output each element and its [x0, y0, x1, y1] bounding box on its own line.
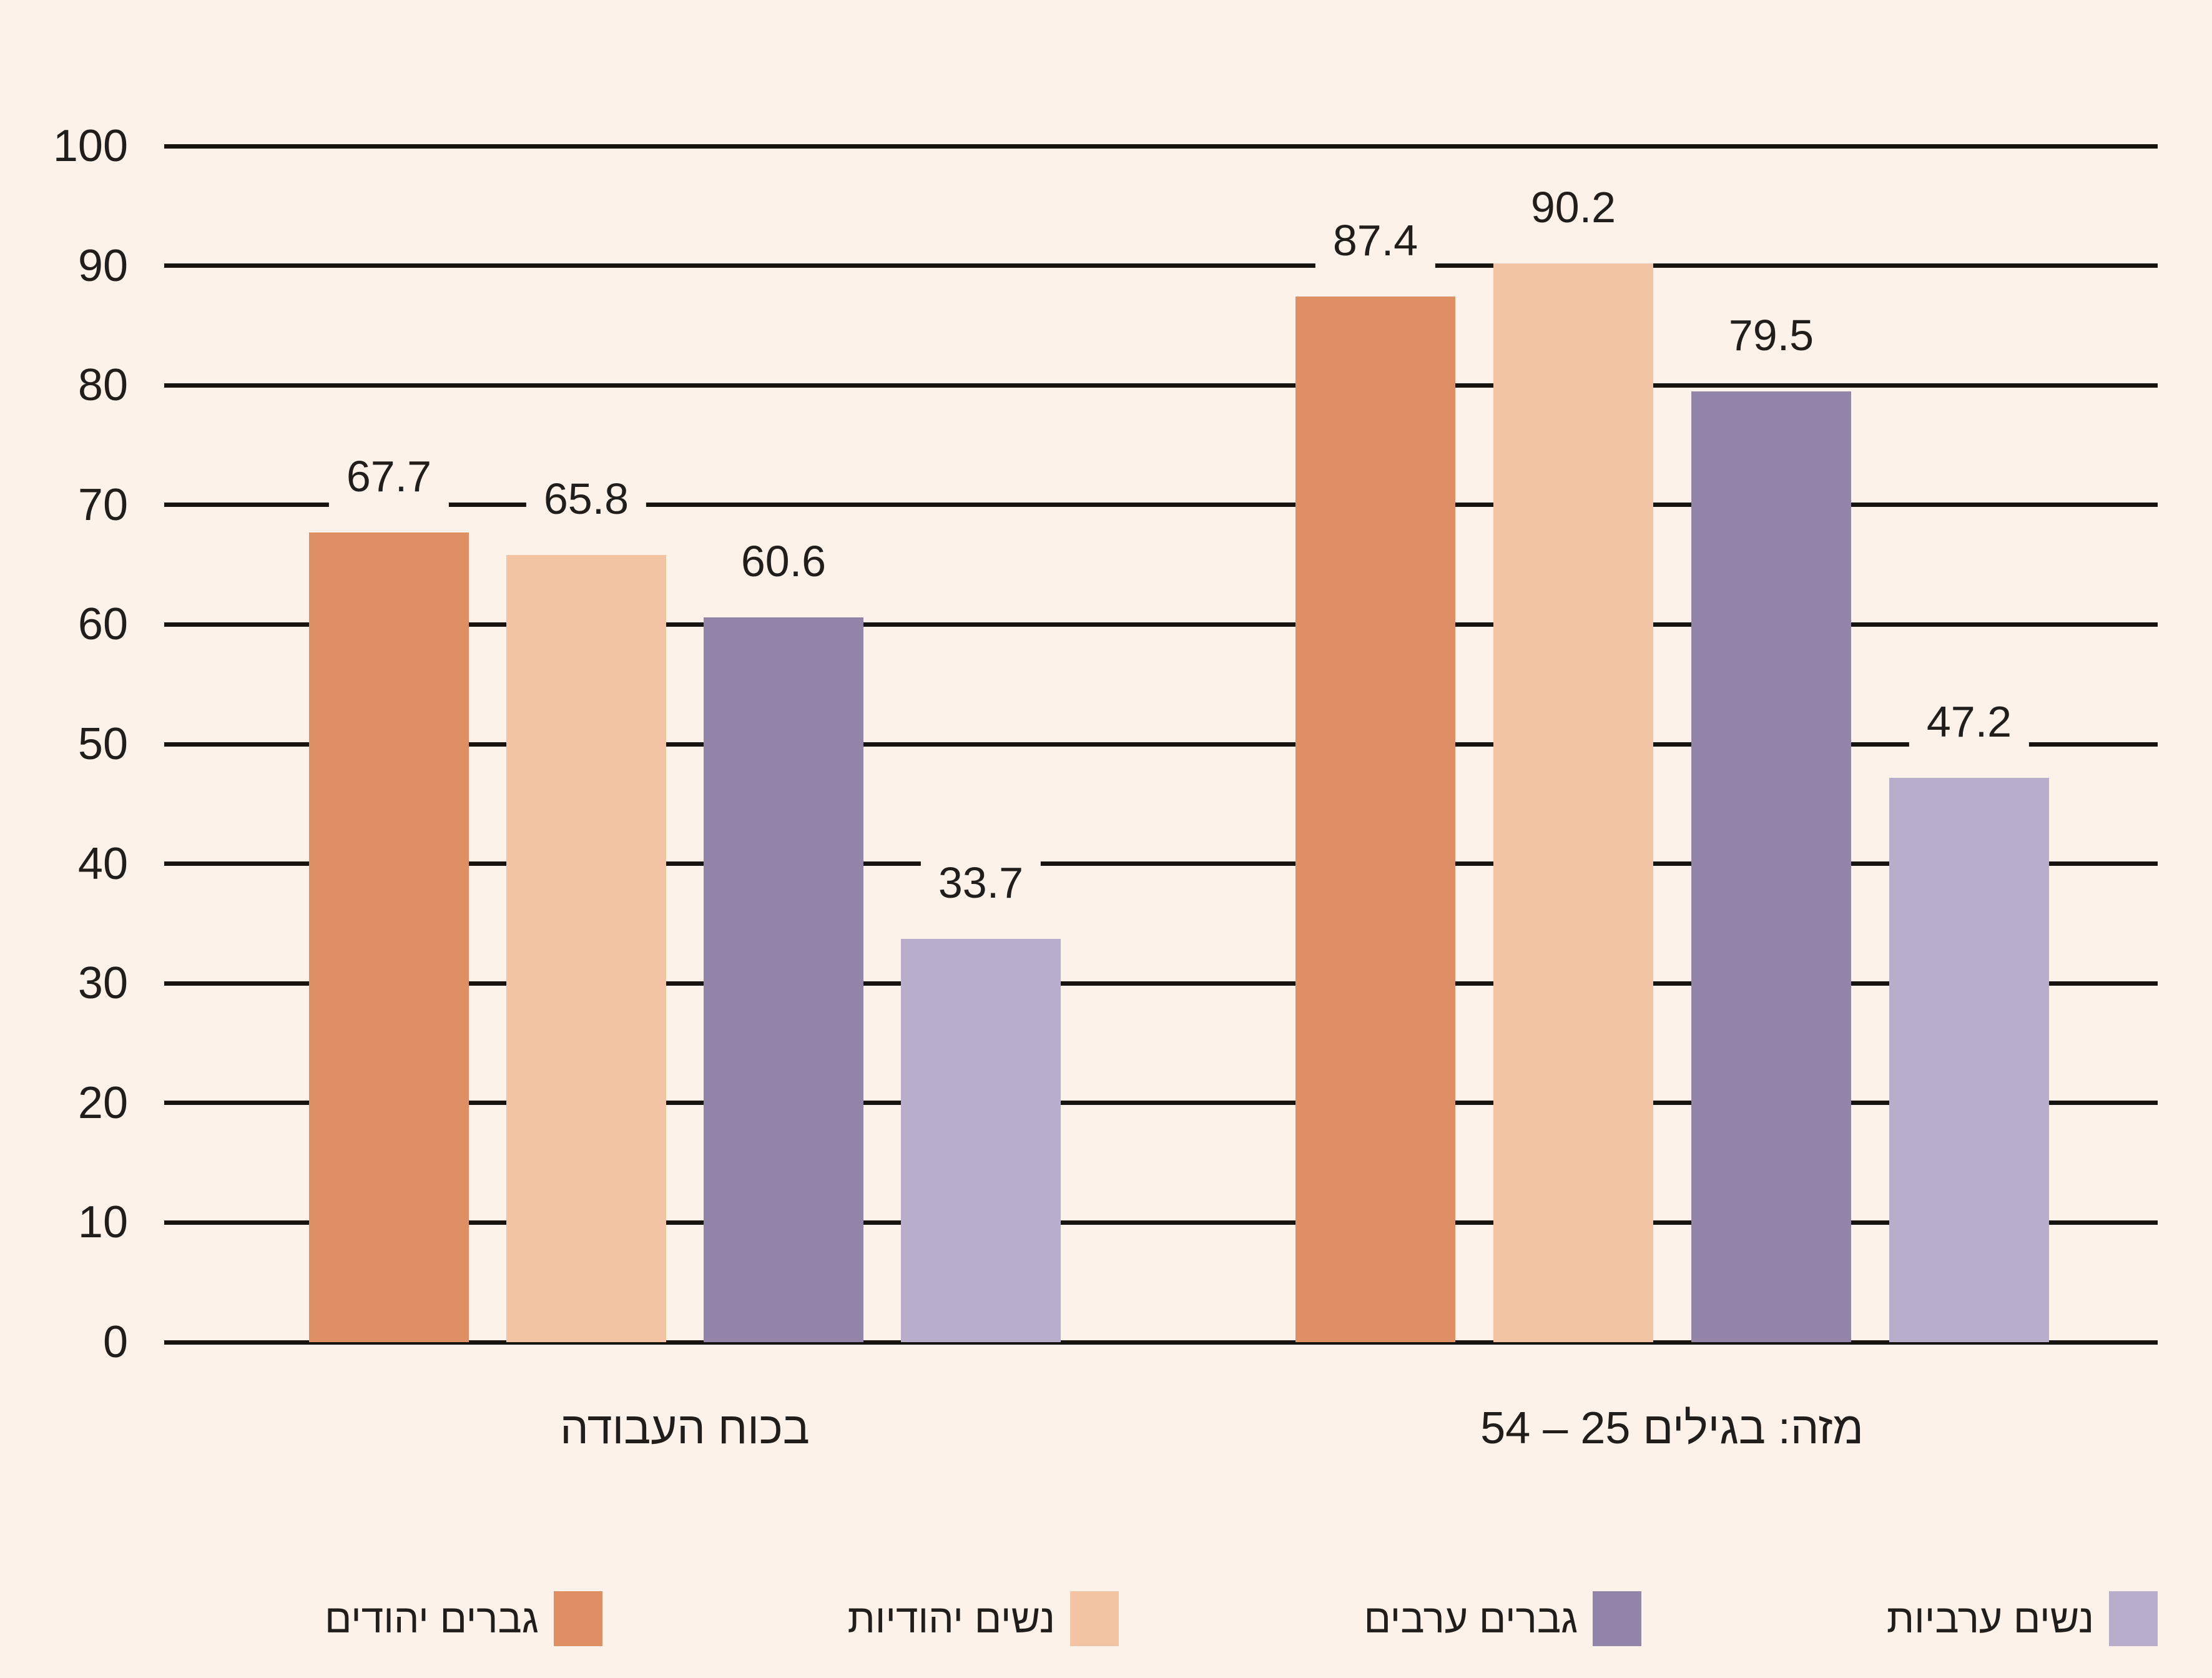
bar-value-label-arab-women-labor-force: 33.7	[920, 854, 1041, 916]
y-axis-tick-label-40: 40	[77, 838, 128, 889]
legend-swatch-jewish-men	[553, 1591, 602, 1646]
y-axis-tick-label-50: 50	[77, 719, 128, 769]
gridline-10	[164, 1220, 2158, 1225]
gridline-40	[164, 861, 2158, 866]
y-axis-tick-label-0: 0	[102, 1317, 128, 1367]
legend-label-arab-women: נשים ערביות	[1886, 1596, 2094, 1641]
bar-value-label-arab-women-ages-25-54: 47.2	[1909, 692, 2030, 754]
bar-arab-men-ages-25-54	[1691, 391, 1851, 1342]
gridline-20	[164, 1101, 2158, 1106]
bar-value-label-jewish-men-ages-25-54: 87.4	[1315, 212, 1436, 273]
gridline-50	[164, 742, 2158, 747]
legend-label-arab-men: גברים ערבים	[1364, 1596, 1578, 1641]
y-axis-tick-label-100: 100	[52, 121, 128, 171]
y-axis-tick-label-80: 80	[77, 360, 128, 411]
legend: גברים יהודים נשים יהודיות גברים ערבים נשים …	[325, 1591, 2158, 1646]
bar-jewish-women-ages-25-54	[1493, 263, 1653, 1342]
legend-item-arab-women: נשים ערביות	[1887, 1591, 2158, 1646]
gridline-30	[164, 981, 2158, 986]
y-axis-tick-label-90: 90	[77, 240, 128, 291]
bar-value-label-jewish-women-labor-force: 65.8	[526, 470, 647, 532]
legend-label-jewish-men: גברים יהודים	[325, 1596, 539, 1641]
gridline-80	[164, 383, 2158, 388]
gridline-0	[164, 1340, 2158, 1345]
bar-arab-men-labor-force	[704, 617, 863, 1342]
y-axis-tick-label-30: 30	[77, 958, 128, 1009]
gridline-100	[164, 144, 2158, 149]
y-axis-tick-label-10: 10	[77, 1197, 128, 1248]
legend-swatch-jewish-women	[1069, 1591, 1119, 1646]
y-axis-tick-label-60: 60	[77, 599, 128, 650]
bar-arab-women-ages-25-54	[1889, 777, 2049, 1342]
bar-jewish-women-labor-force	[506, 555, 666, 1342]
bar-jewish-men-ages-25-54	[1295, 297, 1455, 1342]
legend-item-jewish-women: נשים יהודיות	[848, 1591, 1119, 1646]
bar-value-label-jewish-women-ages-25-54: 90.2	[1513, 178, 1634, 240]
legend-item-arab-men: גברים ערבים	[1364, 1591, 1642, 1646]
legend-swatch-arab-men	[1593, 1591, 1642, 1646]
bar-jewish-men-labor-force	[309, 532, 469, 1342]
bar-arab-women-labor-force	[901, 939, 1061, 1342]
gridline-90	[164, 263, 2158, 268]
category-label-ages-25-54: מזה: בגילים 25 – 54	[1480, 1403, 1864, 1453]
legend-swatch-arab-women	[2109, 1591, 2158, 1646]
bar-value-label-jewish-men-labor-force: 67.7	[328, 447, 450, 509]
legend-item-jewish-men: גברים יהודים	[325, 1591, 602, 1646]
category-label-labor-force: בכוח העבודה	[560, 1403, 810, 1453]
bar-value-label-arab-men-labor-force: 60.6	[723, 532, 844, 594]
legend-label-jewish-women: נשים יהודיות	[847, 1596, 1055, 1641]
gridline-70	[164, 503, 2158, 508]
y-axis-tick-label-70: 70	[77, 479, 128, 530]
y-axis-tick-label-20: 20	[77, 1077, 128, 1128]
gridline-60	[164, 622, 2158, 627]
bar-value-label-arab-men-ages-25-54: 79.5	[1711, 306, 1832, 368]
